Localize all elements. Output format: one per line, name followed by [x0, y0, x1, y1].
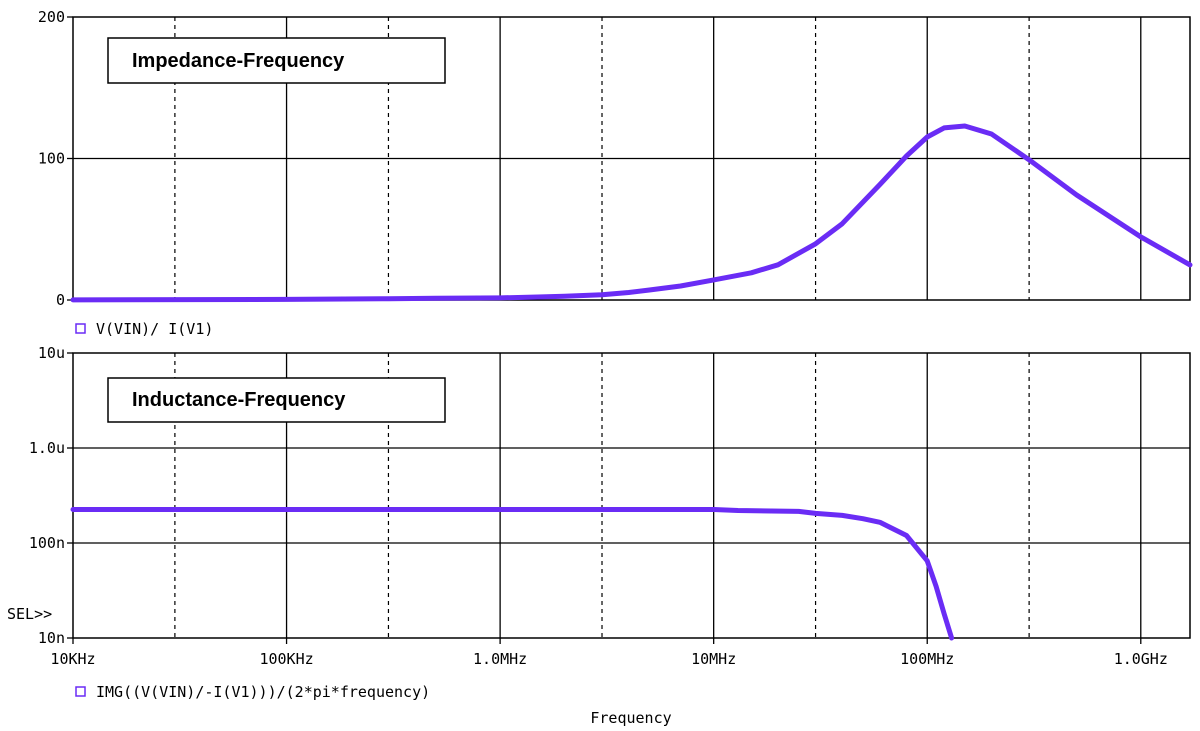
x-tick-label: 100MHz [900, 650, 954, 668]
y-tick-label: 1.0u [29, 439, 65, 457]
impedance-grid [73, 17, 1190, 300]
x-tick-label: 100KHz [259, 650, 313, 668]
impedance-legend: V(VIN)/ I(V1) [75, 320, 213, 338]
inductance-legend-label: IMG((V(VIN)/-I(V1)))/(2*pi*frequency) [96, 683, 430, 701]
y-tick-label: 100 [38, 150, 65, 168]
y-tick-label: 0 [56, 291, 65, 309]
inductance-plot-frame [72, 352, 1191, 639]
y-tick-label: 10n [38, 629, 65, 647]
x-tick-label: 1.0MHz [473, 650, 527, 668]
impedance-legend-label: V(VIN)/ I(V1) [96, 320, 213, 338]
inductance-legend-swatch [75, 686, 86, 697]
impedance-plot: 0 100 200 Impedance-Frequency [38, 8, 1193, 309]
y-tick-label: 200 [38, 8, 65, 26]
sel-marker: SEL>> [7, 605, 52, 623]
inductance-series-line [70, 507, 955, 641]
inductance-annotation-box: Inductance-Frequency [107, 377, 446, 423]
frequency-x-ticks: 10KHz 100KHz 1.0MHz 10MHz 100MHz 1.0GHz [50, 638, 1168, 668]
impedance-y-ticks: 0 100 200 [38, 8, 73, 309]
x-tick-label: 10MHz [691, 650, 736, 668]
impedance-legend-swatch [75, 323, 86, 334]
inductance-plot: 10n 100n 1.0u 10u Inductance-Frequency SEL>… [7, 344, 1191, 647]
x-axis-title: Frequency [590, 709, 671, 727]
inductance-annotation-text: Inductance-Frequency [132, 389, 346, 411]
impedance-series-line [70, 123, 1193, 303]
y-tick-label: 10u [38, 344, 65, 362]
x-tick-label: 1.0GHz [1114, 650, 1168, 668]
inductance-legend: IMG((V(VIN)/-I(V1)))/(2*pi*frequency) [75, 683, 430, 701]
inductance-grid [73, 353, 1190, 638]
impedance-annotation-text: Impedance-Frequency [132, 50, 345, 72]
impedance-annotation-box: Impedance-Frequency [107, 37, 446, 84]
x-tick-label: 10KHz [50, 650, 95, 668]
y-tick-label: 100n [29, 534, 65, 552]
inductance-y-ticks: 10n 100n 1.0u 10u [29, 344, 73, 647]
